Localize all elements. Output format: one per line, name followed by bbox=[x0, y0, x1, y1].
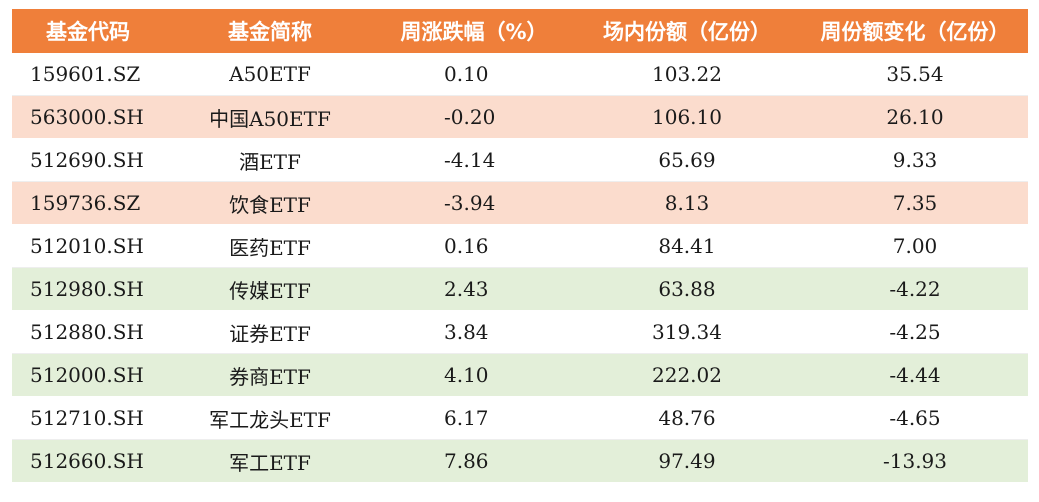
header-weekly-share-change: 周份额变化（亿份） bbox=[820, 20, 1010, 44]
fund-name-cell: 酒ETF bbox=[239, 149, 301, 174]
fund-code-cell: 512690.SH bbox=[30, 148, 144, 172]
onmarket-shares-cell: 103.22 bbox=[652, 62, 722, 86]
weekly-share-change-cell: 7.00 bbox=[892, 234, 938, 258]
fund-name-cell: 证券ETF bbox=[229, 321, 311, 346]
fund-code-cell: 512880.SH bbox=[30, 320, 144, 344]
fund-name-cell: 券商ETF bbox=[229, 364, 311, 389]
table-row: 159601.SZ A50ETF 0.10 103.22 35.54 bbox=[12, 53, 1028, 96]
weekly-change-cell: -3.94 bbox=[444, 191, 496, 215]
weekly-change-cell: 0.16 bbox=[444, 234, 489, 258]
table-row: 563000.SH 中国A50ETF -0.20 106.10 26.10 bbox=[12, 96, 1028, 139]
onmarket-shares-cell: 48.76 bbox=[658, 406, 716, 430]
weekly-share-change-cell: -4.25 bbox=[889, 320, 941, 344]
weekly-share-change-cell: -4.44 bbox=[889, 363, 941, 387]
table-row: 512000.SH 券商ETF 4.10 222.02 -4.44 bbox=[12, 354, 1028, 397]
header-onmarket-shares: 场内份额（亿份） bbox=[603, 20, 771, 44]
onmarket-shares-cell: 8.13 bbox=[664, 191, 710, 215]
weekly-change-cell: -0.20 bbox=[444, 105, 496, 129]
fund-code-cell: 512980.SH bbox=[30, 277, 144, 301]
header-fund-name: 基金简称 bbox=[228, 20, 312, 44]
table-row: 512660.SH 军工ETF 7.86 97.49 -13.93 bbox=[12, 440, 1028, 483]
weekly-change-cell: 3.84 bbox=[444, 320, 489, 344]
etf-share-table: 基金代码 基金简称 周涨跌幅（%） 场内份额（亿份） 周份额变化（亿份） 159… bbox=[12, 9, 1028, 483]
table-header: 基金代码 基金简称 周涨跌幅（%） 场内份额（亿份） 周份额变化（亿份） bbox=[12, 9, 1028, 53]
fund-name-cell: 医药ETF bbox=[229, 235, 311, 260]
weekly-share-change-cell: 9.33 bbox=[892, 148, 938, 172]
weekly-change-cell: 2.43 bbox=[444, 277, 489, 301]
onmarket-shares-cell: 106.10 bbox=[652, 105, 722, 129]
fund-name-cell: A50ETF bbox=[229, 62, 311, 86]
fund-code-cell: 563000.SH bbox=[30, 105, 144, 129]
fund-code-cell: 512660.SH bbox=[30, 449, 144, 473]
onmarket-shares-cell: 222.02 bbox=[652, 363, 722, 387]
fund-name-cell: 饮食ETF bbox=[229, 192, 311, 217]
weekly-share-change-cell: -13.93 bbox=[882, 449, 947, 473]
weekly-share-change-cell: 26.10 bbox=[886, 105, 944, 129]
table-row: 512980.SH 传媒ETF 2.43 63.88 -4.22 bbox=[12, 268, 1028, 311]
onmarket-shares-cell: 319.34 bbox=[652, 320, 722, 344]
fund-code-cell: 159736.SZ bbox=[30, 191, 141, 215]
weekly-change-cell: 0.10 bbox=[444, 62, 489, 86]
table-row: 512880.SH 证券ETF 3.84 319.34 -4.25 bbox=[12, 311, 1028, 354]
header-fund-code: 基金代码 bbox=[46, 20, 130, 44]
weekly-change-cell: -4.14 bbox=[444, 148, 496, 172]
fund-name-cell: 军工龙头ETF bbox=[209, 407, 331, 432]
onmarket-shares-cell: 84.41 bbox=[658, 234, 716, 258]
fund-name-cell: 传媒ETF bbox=[229, 278, 311, 303]
fund-name-cell: 中国A50ETF bbox=[209, 106, 331, 131]
weekly-share-change-cell: 35.54 bbox=[886, 62, 944, 86]
weekly-change-cell: 4.10 bbox=[444, 363, 489, 387]
onmarket-shares-cell: 97.49 bbox=[658, 449, 716, 473]
fund-name-cell: 军工ETF bbox=[229, 450, 311, 475]
weekly-change-cell: 7.86 bbox=[444, 449, 489, 473]
weekly-share-change-cell: -4.65 bbox=[889, 406, 941, 430]
table-body: 159601.SZ A50ETF 0.10 103.22 35.54 563000.SH 中… bbox=[12, 53, 1028, 483]
fund-code-cell: 512000.SH bbox=[30, 363, 144, 387]
weekly-share-change-cell: 7.35 bbox=[892, 191, 938, 215]
weekly-change-cell: 6.17 bbox=[444, 406, 489, 430]
table-row: 512010.SH 医药ETF 0.16 84.41 7.00 bbox=[12, 225, 1028, 268]
header-weekly-change: 周涨跌幅（%） bbox=[400, 20, 548, 44]
fund-code-cell: 512010.SH bbox=[30, 234, 144, 258]
onmarket-shares-cell: 63.88 bbox=[658, 277, 716, 301]
fund-code-cell: 512710.SH bbox=[30, 406, 144, 430]
table-row: 159736.SZ 饮食ETF -3.94 8.13 7.35 bbox=[12, 182, 1028, 225]
weekly-share-change-cell: -4.22 bbox=[889, 277, 941, 301]
table-row: 512690.SH 酒ETF -4.14 65.69 9.33 bbox=[12, 139, 1028, 182]
table-row: 512710.SH 军工龙头ETF 6.17 48.76 -4.65 bbox=[12, 397, 1028, 440]
fund-code-cell: 159601.SZ bbox=[30, 62, 141, 86]
onmarket-shares-cell: 65.69 bbox=[658, 148, 716, 172]
